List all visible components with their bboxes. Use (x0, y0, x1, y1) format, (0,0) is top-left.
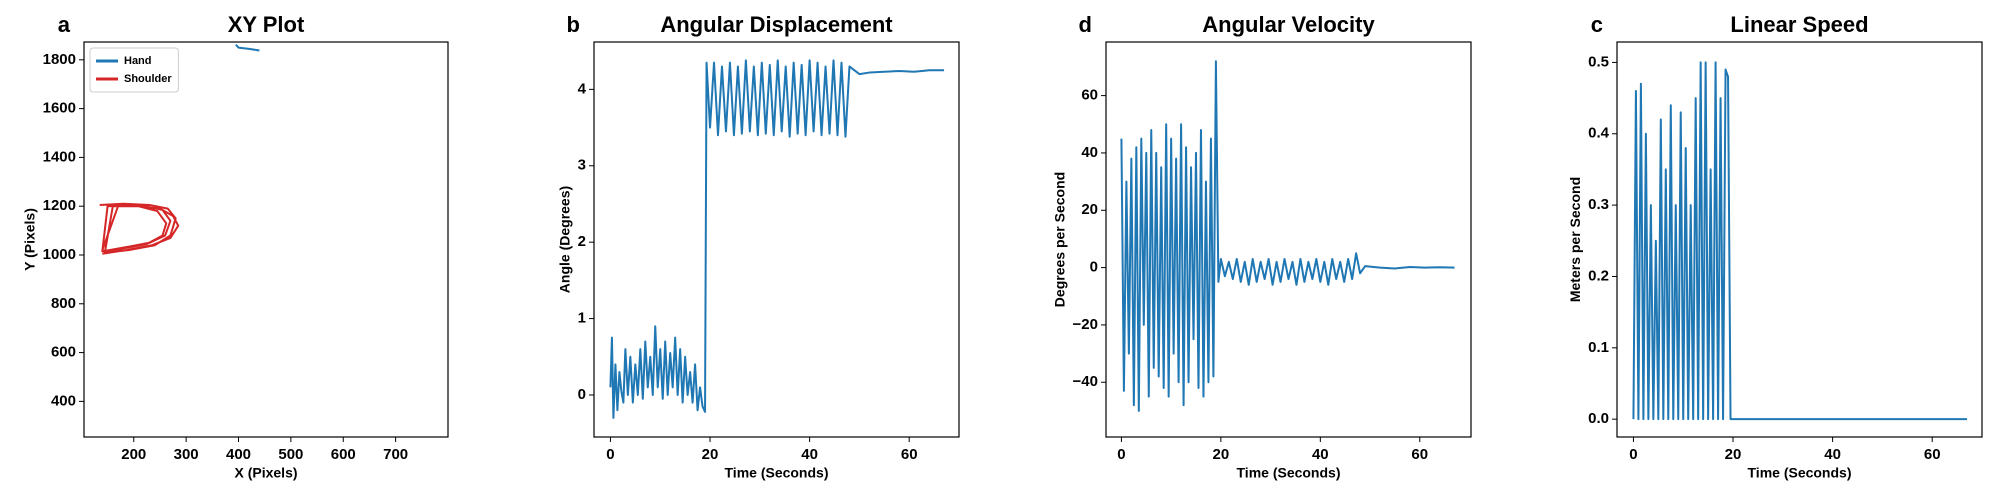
subplot: 200 300 400 500 600 700 400 600 800 1000 1200 1400 1… (21, 12, 449, 481)
y-tick-label: 0.5 (1588, 53, 1609, 70)
x-tick-label: 20 (1725, 446, 1742, 463)
y-tick-label: 0.1 (1588, 339, 1609, 356)
y-tick-label: 0.0 (1588, 410, 1609, 427)
y-tick-label: 1 (578, 310, 586, 327)
x-tick-label: 20 (1213, 446, 1230, 463)
x-tick-label: 60 (1924, 446, 1941, 463)
subplot: 0 20 40 60 0 1 2 3 4 Angular Displacement b Time (S… (556, 12, 960, 481)
x-tick-label: 200 (121, 446, 146, 463)
y-tick-label: 1800 (43, 51, 76, 68)
plot-frame (1105, 41, 1472, 438)
x-tick-label: 700 (383, 446, 408, 463)
x-tick-label: 0 (1117, 446, 1125, 463)
x-tick-label: 0 (1629, 446, 1637, 463)
chart-title: Angular Velocity (1202, 12, 1375, 37)
subplot: 0 20 40 60 0.0 0.1 0.2 0.3 0.4 0.5 Linear Speed c Ti… (1567, 12, 1983, 481)
x-tick-label: 20 (702, 446, 719, 463)
legend-label: Shoulder (124, 73, 172, 85)
data-line (609, 59, 945, 419)
panel-label: b (567, 12, 580, 37)
x-tick-label: 500 (278, 446, 303, 463)
y-tick-label: 60 (1081, 87, 1098, 104)
y-tick-label: 0.3 (1588, 196, 1609, 213)
x-tick-label: 300 (174, 446, 199, 463)
y-axis-label: Y (Pixels) (21, 208, 37, 271)
x-tick-label: 40 (1824, 446, 1841, 463)
y-tick-label: −20 (1073, 316, 1098, 333)
y-tick-label: 1200 (43, 197, 76, 214)
panel-label: d (1079, 12, 1092, 37)
y-tick-label: 1400 (43, 148, 76, 165)
y-tick-label: 20 (1081, 201, 1098, 218)
y-tick-label: 1600 (43, 100, 76, 117)
panel-label: a (58, 12, 71, 37)
panel-label: c (1591, 12, 1603, 37)
y-axis-label: Angle (Degrees) (556, 186, 572, 293)
data-line (235, 44, 260, 52)
x-axis-label: Time (Seconds) (1748, 465, 1852, 481)
y-axis-label: Degrees per Second (1051, 172, 1067, 307)
y-tick-label: 4 (578, 80, 587, 97)
data-line (1120, 60, 1455, 412)
plot-frame (1616, 41, 1983, 438)
x-tick-label: 600 (331, 446, 356, 463)
plot-frame (83, 41, 449, 438)
y-tick-label: 0.4 (1588, 125, 1610, 142)
y-tick-label: 40 (1081, 144, 1098, 161)
y-tick-label: 1000 (43, 246, 76, 263)
y-tick-label: 2 (578, 233, 586, 250)
x-tick-label: 40 (801, 446, 818, 463)
y-tick-label: 0 (578, 386, 586, 403)
x-tick-label: 60 (1411, 446, 1428, 463)
y-tick-label: 3 (578, 157, 586, 174)
y-tick-label: −40 (1073, 373, 1098, 390)
data-line (99, 202, 180, 255)
plot-frame (593, 41, 960, 438)
subplot: 0 20 40 60 −40 −20 0 20 40 60 Angular Velocity d Tim… (1051, 12, 1472, 481)
legend-box (89, 47, 179, 93)
x-axis-label: X (Pixels) (234, 465, 297, 481)
x-axis-label: Time (Seconds) (1237, 465, 1341, 481)
y-tick-label: 600 (51, 344, 76, 361)
chart-title: XY Plot (228, 12, 305, 37)
x-tick-label: 60 (901, 446, 918, 463)
data-line (1632, 61, 1968, 421)
y-tick-label: 400 (51, 392, 76, 409)
x-tick-label: 400 (226, 446, 251, 463)
x-tick-label: 0 (606, 446, 614, 463)
y-tick-label: 0 (1090, 259, 1098, 276)
chart-title: Angular Displacement (660, 12, 893, 37)
y-axis-label: Meters per Second (1567, 177, 1583, 302)
chart-title: Linear Speed (1730, 12, 1868, 37)
x-tick-label: 40 (1312, 446, 1329, 463)
legend-label: Hand (124, 55, 152, 67)
y-tick-label: 800 (51, 295, 76, 312)
legend: Hand Shoulder (89, 47, 179, 93)
y-tick-label: 0.2 (1588, 267, 1609, 284)
x-axis-label: Time (Seconds) (725, 465, 829, 481)
